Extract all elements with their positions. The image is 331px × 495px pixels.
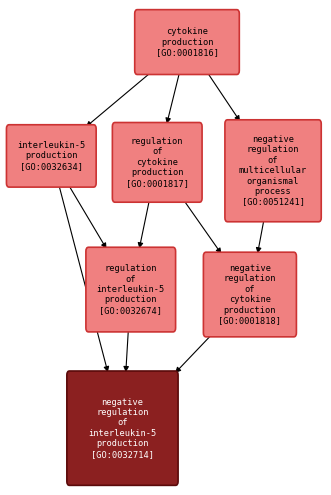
FancyBboxPatch shape: [86, 248, 175, 332]
Text: negative
regulation
of
interleukin-5
production
[GO:0032714]: negative regulation of interleukin-5 pro…: [88, 397, 157, 459]
Text: interleukin-5
production
[GO:0032634]: interleukin-5 production [GO:0032634]: [17, 141, 85, 171]
Text: regulation
of
interleukin-5
production
[GO:0032674]: regulation of interleukin-5 production […: [97, 264, 165, 315]
FancyBboxPatch shape: [135, 9, 239, 74]
Text: regulation
of
cytokine
production
[GO:0001817]: regulation of cytokine production [GO:00…: [126, 137, 189, 188]
Text: negative
regulation
of
cytokine
production
[GO:0001818]: negative regulation of cytokine producti…: [218, 264, 281, 325]
FancyBboxPatch shape: [225, 120, 321, 222]
FancyBboxPatch shape: [67, 371, 178, 485]
FancyBboxPatch shape: [112, 123, 202, 202]
Text: cytokine
production
[GO:0001816]: cytokine production [GO:0001816]: [156, 27, 218, 57]
FancyBboxPatch shape: [203, 252, 297, 337]
FancyBboxPatch shape: [6, 125, 96, 187]
Text: negative
regulation
of
multicellular
organismal
process
[GO:0051241]: negative regulation of multicellular org…: [239, 135, 307, 206]
